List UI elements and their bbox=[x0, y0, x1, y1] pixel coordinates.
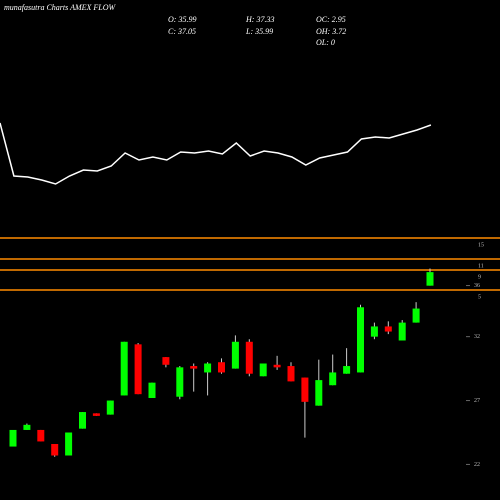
candle-body bbox=[120, 341, 128, 396]
candle-body bbox=[273, 364, 281, 368]
candle-body bbox=[190, 366, 198, 369]
stat: OH: 3.72 bbox=[316, 27, 346, 36]
candle-body bbox=[329, 372, 337, 386]
stat: OL: 0 bbox=[316, 38, 335, 47]
candle-body bbox=[231, 341, 239, 369]
candle-body bbox=[148, 382, 156, 398]
candle-body bbox=[384, 326, 392, 332]
candle-body bbox=[92, 413, 100, 416]
candle-body bbox=[218, 362, 225, 373]
candle-body bbox=[259, 363, 267, 377]
candle-body bbox=[370, 326, 378, 337]
price-line bbox=[0, 122, 432, 185]
y-tick-label: 22 bbox=[474, 462, 480, 468]
candle-body bbox=[301, 377, 309, 402]
level-label: 15 bbox=[478, 242, 484, 248]
stat: H: 37.33 bbox=[245, 15, 274, 24]
candle-body bbox=[245, 341, 253, 374]
candle-body bbox=[23, 424, 31, 430]
candle-body bbox=[357, 307, 364, 373]
candle-body bbox=[51, 444, 59, 456]
candle-body bbox=[315, 380, 323, 406]
candle-body bbox=[287, 366, 295, 382]
candle-body bbox=[37, 429, 45, 442]
stat: OC: 2.95 bbox=[316, 15, 346, 24]
stat: O: 35.99 bbox=[168, 15, 196, 24]
level-label: 9 bbox=[478, 274, 481, 280]
candle-body bbox=[79, 412, 86, 429]
stat: C: 37.05 bbox=[168, 27, 196, 36]
y-tick-label: 32 bbox=[474, 334, 480, 340]
y-tick-label: 36 bbox=[474, 283, 480, 289]
level-label: 5 bbox=[478, 294, 481, 300]
candle-body bbox=[343, 366, 351, 374]
stat: L: 35.99 bbox=[245, 27, 273, 36]
candle-body bbox=[412, 308, 420, 323]
chart-title: munafasutra Charts AMEX FLOW bbox=[4, 3, 117, 12]
candle-body bbox=[106, 400, 114, 415]
candle-body bbox=[398, 322, 406, 341]
candle-body bbox=[65, 432, 73, 456]
candle-body bbox=[9, 429, 17, 447]
candle-body bbox=[162, 357, 170, 365]
y-tick-label: 27 bbox=[474, 398, 480, 404]
candle-body bbox=[426, 272, 434, 286]
candle-body bbox=[204, 363, 212, 373]
candle-body bbox=[134, 344, 142, 395]
candle-body bbox=[176, 367, 184, 397]
level-label: 11 bbox=[478, 263, 484, 269]
